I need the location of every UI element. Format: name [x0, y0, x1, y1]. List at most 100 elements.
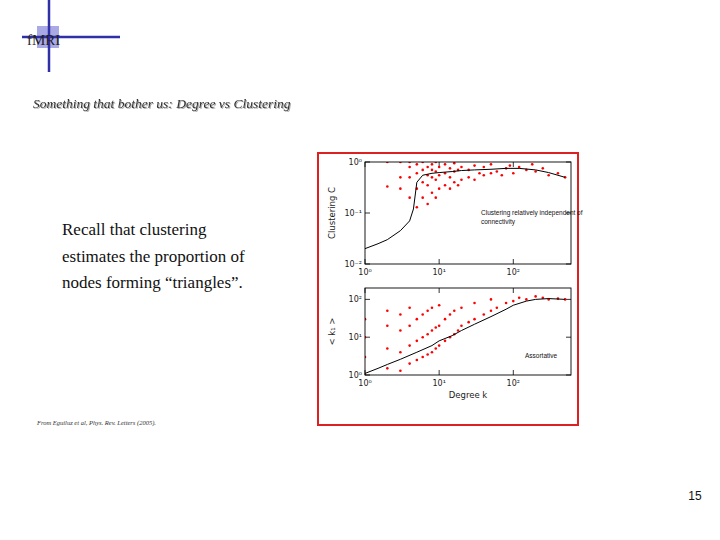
point — [473, 164, 476, 167]
point — [399, 187, 402, 190]
x-tick — [513, 370, 514, 375]
point — [431, 163, 434, 166]
point — [449, 176, 452, 179]
point — [505, 302, 508, 305]
point — [512, 172, 515, 175]
point — [557, 172, 560, 175]
point — [416, 359, 419, 362]
point — [416, 318, 419, 321]
plot-area — [365, 295, 566, 375]
point — [421, 169, 424, 172]
y-tick-label: 10⁰ — [349, 158, 362, 167]
plot-frame — [365, 288, 571, 375]
point — [399, 369, 402, 372]
point — [399, 329, 402, 332]
point — [431, 306, 434, 309]
point — [426, 166, 429, 169]
plot-area — [365, 162, 566, 249]
y-tick — [566, 337, 571, 338]
point — [490, 163, 493, 166]
point — [386, 367, 389, 370]
point — [518, 166, 521, 169]
y-tick-label: 10⁰ — [349, 371, 362, 380]
point — [421, 196, 424, 199]
point — [408, 306, 411, 309]
point — [438, 304, 441, 307]
point — [421, 181, 424, 184]
body-text: nodes forming “triangles”. — [62, 273, 243, 292]
point — [512, 300, 515, 303]
point — [460, 325, 463, 328]
y-tick-label: 10¹ — [349, 333, 362, 342]
point — [509, 164, 512, 167]
y-axis-label: Clustering C — [327, 187, 337, 239]
x-tick — [439, 288, 440, 293]
y-tick — [365, 299, 370, 300]
x-tick-label: 10¹ — [432, 268, 445, 277]
point — [386, 185, 389, 188]
annotation: connectivity — [481, 218, 516, 226]
y-tick-label: 10⁻² — [344, 260, 362, 269]
figure-frame — [318, 153, 578, 425]
point — [467, 176, 470, 179]
point — [473, 178, 476, 181]
point — [518, 297, 521, 300]
point — [434, 178, 437, 181]
x-tick — [513, 288, 514, 293]
point — [408, 166, 411, 169]
point — [399, 176, 402, 179]
point — [453, 309, 456, 312]
point — [416, 163, 419, 166]
point — [467, 321, 470, 324]
x-axis-label: Degree k — [449, 390, 488, 400]
point — [444, 340, 447, 343]
point — [473, 302, 476, 305]
point — [490, 298, 493, 301]
point — [473, 318, 476, 321]
point — [408, 176, 411, 179]
x-tick-label: 10² — [507, 379, 520, 388]
x-tick-label: 10⁰ — [358, 379, 371, 388]
page-number: 15 — [688, 489, 702, 503]
point — [542, 167, 545, 170]
point — [426, 333, 429, 336]
y-tick-label: 10² — [349, 295, 362, 304]
point — [416, 206, 419, 209]
point — [416, 172, 419, 175]
point — [478, 172, 481, 175]
x-tick-label: 10¹ — [432, 379, 445, 388]
point — [421, 336, 424, 339]
point — [434, 347, 437, 350]
point — [547, 174, 550, 177]
background — [0, 0, 720, 540]
point — [431, 176, 434, 179]
title: Something that bother us: Degree vs Clus… — [33, 96, 291, 111]
x-tick — [513, 259, 514, 264]
point — [438, 187, 441, 190]
body-text: estimates the proportion of — [62, 247, 245, 266]
point — [501, 174, 504, 177]
line — [365, 299, 565, 374]
point — [421, 356, 424, 359]
point — [482, 166, 485, 169]
point — [426, 309, 429, 312]
point — [434, 196, 437, 199]
point — [534, 295, 537, 298]
point — [408, 344, 411, 347]
point — [496, 170, 499, 173]
point — [426, 184, 429, 187]
point — [482, 174, 485, 177]
point — [399, 313, 402, 316]
point — [531, 163, 534, 166]
chart: 10⁰10¹10²10⁻²10⁻¹10⁰Clustering CClusteri… — [327, 158, 583, 277]
x-tick-label: 10⁰ — [358, 268, 371, 277]
point — [460, 306, 463, 309]
point — [416, 340, 419, 343]
point — [426, 353, 429, 356]
point — [444, 163, 447, 166]
y-tick-label: 10⁻¹ — [344, 209, 362, 218]
point — [449, 187, 452, 190]
y-axis-label: < k₁ > — [327, 318, 337, 346]
point — [438, 166, 441, 169]
slide: fMRISomething that bother us: Degree vs … — [0, 0, 720, 540]
